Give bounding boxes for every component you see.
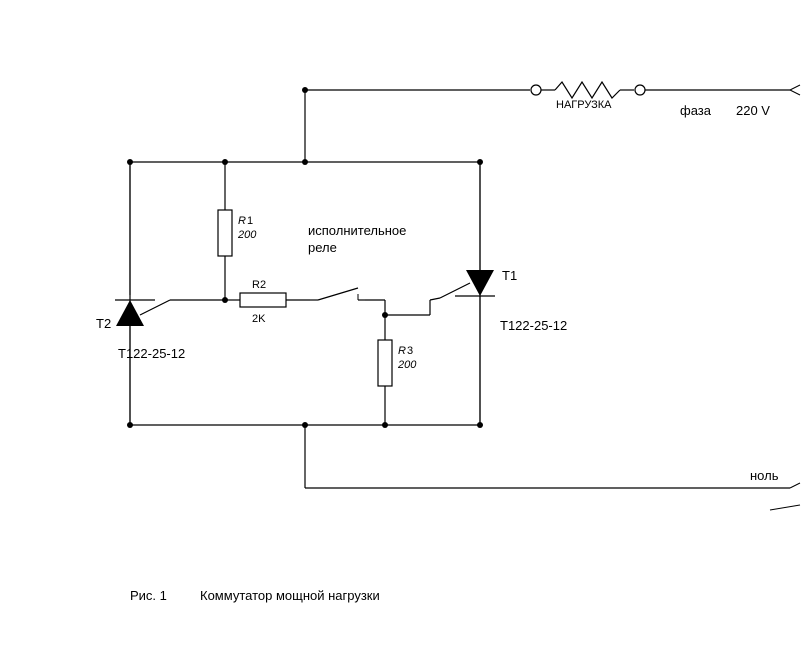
circuit-diagram: НАГРУЗКА фаза 220 V T2 T122-25-12 [0,0,812,652]
resistor-r2 [240,293,286,307]
load-resistor [555,82,620,98]
r3-val: 200 [397,359,417,371]
resistor-r3 [378,315,392,425]
t2-ref: T2 [96,316,111,331]
r2-val: 2K [252,313,266,325]
resistor-r1 [218,162,232,300]
thyristor-t2 [115,162,170,425]
figure-caption: Коммутатор мощной нагрузки [200,588,380,603]
thyristor-t1 [440,162,495,425]
r2-name: R2 [252,279,266,291]
r1-idx: 1 [247,215,253,227]
relay-contact [310,288,365,300]
relay-label-1: исполнительное [308,223,406,238]
phase-label: фаза [680,103,712,118]
t2-part: T122-25-12 [118,346,185,361]
neutral-label: ноль [750,468,779,483]
terminal-load-out [635,85,645,95]
t1-part: T122-25-12 [500,318,567,333]
load-label: НАГРУЗКА [556,99,612,111]
terminal-load-in [531,85,541,95]
r1-val: 200 [237,229,257,241]
t1-ref: T1 [502,268,517,283]
r1-name: R [238,215,246,227]
relay-label-2: реле [308,240,337,255]
r3-idx: 3 [407,345,413,357]
figure-number: Рис. 1 [130,588,167,603]
voltage-label: 220 V [736,103,770,118]
r3-name: R [398,345,406,357]
